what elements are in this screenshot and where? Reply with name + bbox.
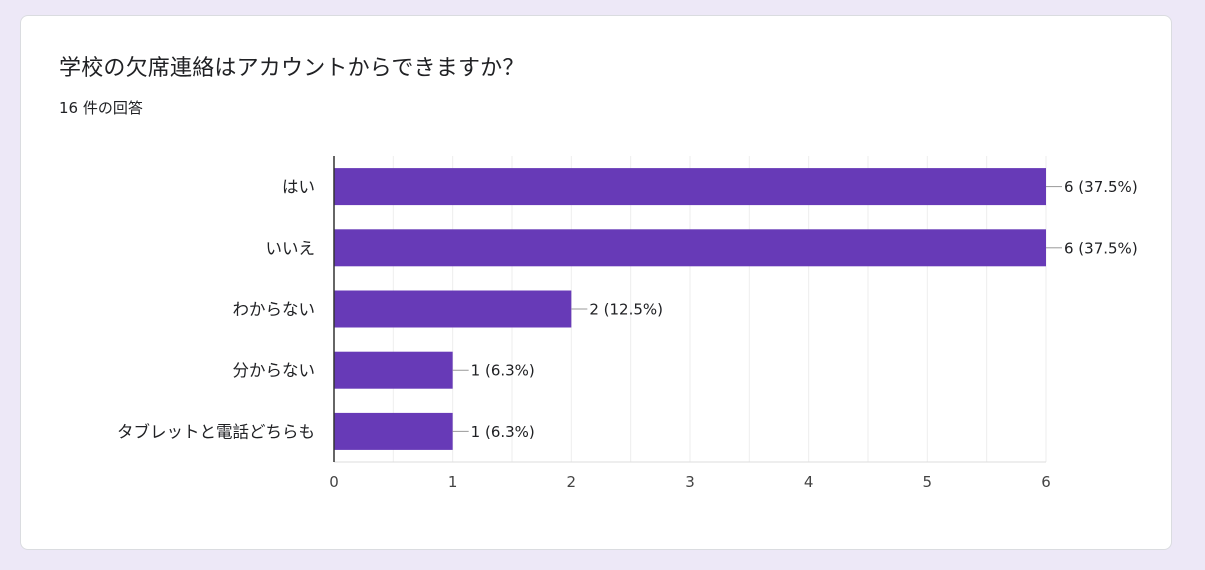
- x-tick-label: 2: [567, 473, 577, 491]
- bar-chart: 6 (37.5%) はい 6 (37.5%) いいえ 2 (12.5%) わからない 1 (…: [117, 156, 1138, 491]
- category-label: 分からない: [233, 361, 316, 380]
- category-label: タブレットと電話どちらも: [117, 421, 315, 441]
- bar-1: [334, 229, 1046, 267]
- response-count: 16 件の回答: [59, 99, 143, 117]
- data-label: 6 (37.5%): [1064, 239, 1138, 257]
- x-tick-label: 3: [685, 473, 695, 491]
- x-tick-label: 0: [329, 473, 339, 491]
- bar-4: [334, 412, 453, 450]
- question-title: 学校の欠席連絡はアカウントからできますか？: [59, 56, 525, 81]
- data-label: 1 (6.3%): [471, 362, 535, 380]
- bar-2: [334, 290, 572, 328]
- category-label: いいえ: [266, 239, 316, 258]
- bar-0: [334, 168, 1046, 206]
- x-tick-label: 6: [1041, 473, 1051, 491]
- x-tick-label: 4: [804, 473, 814, 491]
- x-tick-label: 1: [448, 473, 458, 491]
- data-label: 2 (12.5%): [589, 301, 663, 319]
- chart-card: 学校の欠席連絡はアカウントからできますか？ 16 件の回答 6 (37.5%) は…: [20, 15, 1172, 550]
- data-label: 1 (6.3%): [471, 423, 535, 441]
- data-label: 6 (37.5%): [1064, 178, 1138, 196]
- category-label: わからない: [233, 300, 316, 319]
- bar-3: [334, 351, 453, 389]
- category-label: はい: [282, 178, 315, 197]
- x-tick-label: 5: [923, 473, 933, 491]
